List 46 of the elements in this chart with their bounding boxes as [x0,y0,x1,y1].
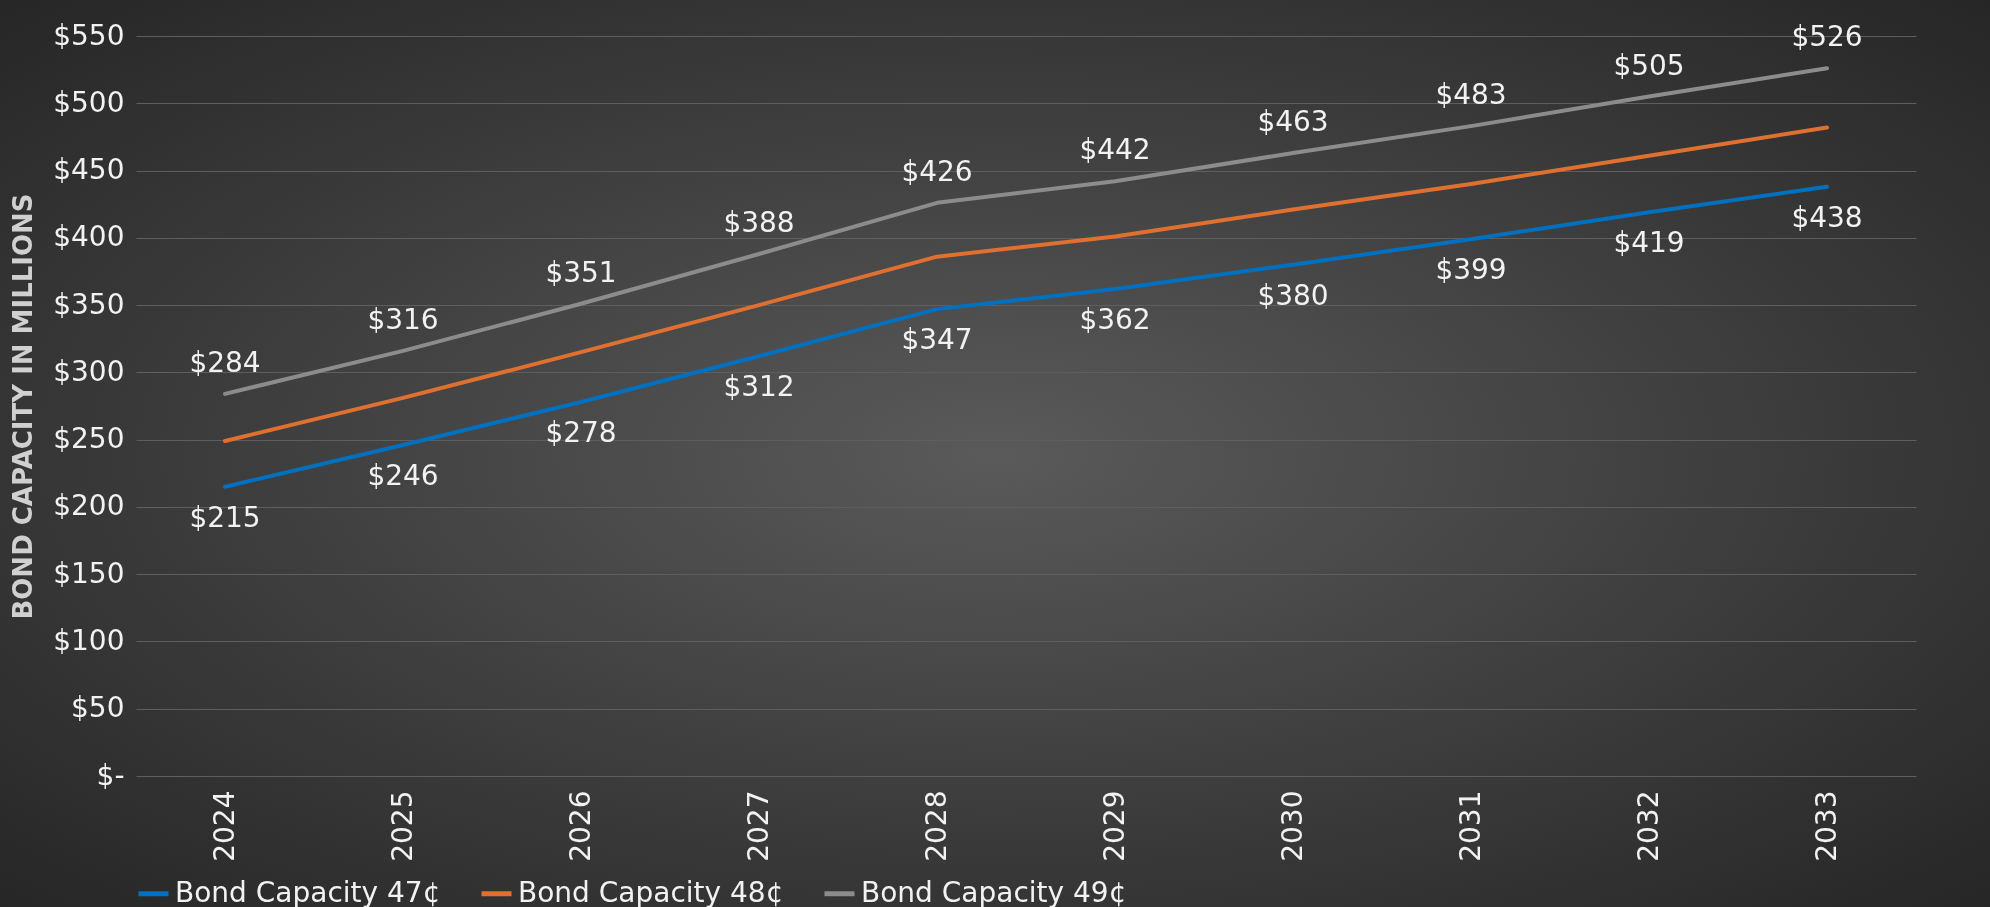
x-tick-label: 2032 [1631,790,1665,862]
x-tick-label: 2025 [385,790,419,862]
x-tick-label: 2026 [563,790,597,862]
data-label: $316 [367,302,439,336]
legend-label: Bond Capacity 48¢ [518,875,784,907]
y-tick-label: $50 [71,691,125,725]
data-label: $347 [901,323,973,357]
data-label: $362 [1079,302,1151,336]
y-tick-label: $300 [53,354,125,388]
y-tick-label: $400 [53,220,125,254]
legend-label: Bond Capacity 49¢ [861,875,1127,907]
data-label: $419 [1613,226,1685,260]
data-label: $526 [1791,20,1863,54]
y-tick-label: $200 [53,489,125,523]
y-tick-label: $450 [53,153,125,187]
data-label: $399 [1435,253,1507,287]
y-tick-label: $150 [53,556,125,590]
x-tick-label: 2024 [207,790,241,862]
x-tick-label: 2033 [1809,790,1843,862]
data-label: $483 [1435,78,1507,112]
data-label: $284 [189,345,261,379]
data-label: $312 [723,370,795,404]
data-label: $351 [545,255,617,289]
x-tick-label: 2031 [1453,790,1487,862]
y-tick-label: $100 [53,623,125,657]
y-tick-label: $500 [53,85,125,119]
data-label: $215 [189,500,261,534]
data-label: $463 [1257,105,1329,139]
x-tick-label: 2027 [741,790,775,862]
data-label: $438 [1791,200,1863,234]
data-label: $278 [545,415,617,449]
data-label: $505 [1613,48,1685,82]
y-axis-title: BOND CAPACITY IN MILLIONS [8,193,39,620]
data-label: $246 [367,459,439,493]
legend-label: Bond Capacity 47¢ [175,875,441,907]
y-tick-label: $250 [53,422,125,456]
data-label: $426 [901,154,973,188]
data-label: $388 [723,205,795,239]
data-label: $380 [1257,278,1329,312]
x-tick-label: 2028 [919,790,953,862]
data-label: $442 [1079,133,1151,167]
x-tick-label: 2030 [1275,790,1309,862]
y-tick-label: $550 [53,18,125,52]
y-tick-label: $350 [53,287,125,321]
x-tick-label: 2029 [1097,790,1131,862]
y-tick-label: $- [96,758,125,792]
